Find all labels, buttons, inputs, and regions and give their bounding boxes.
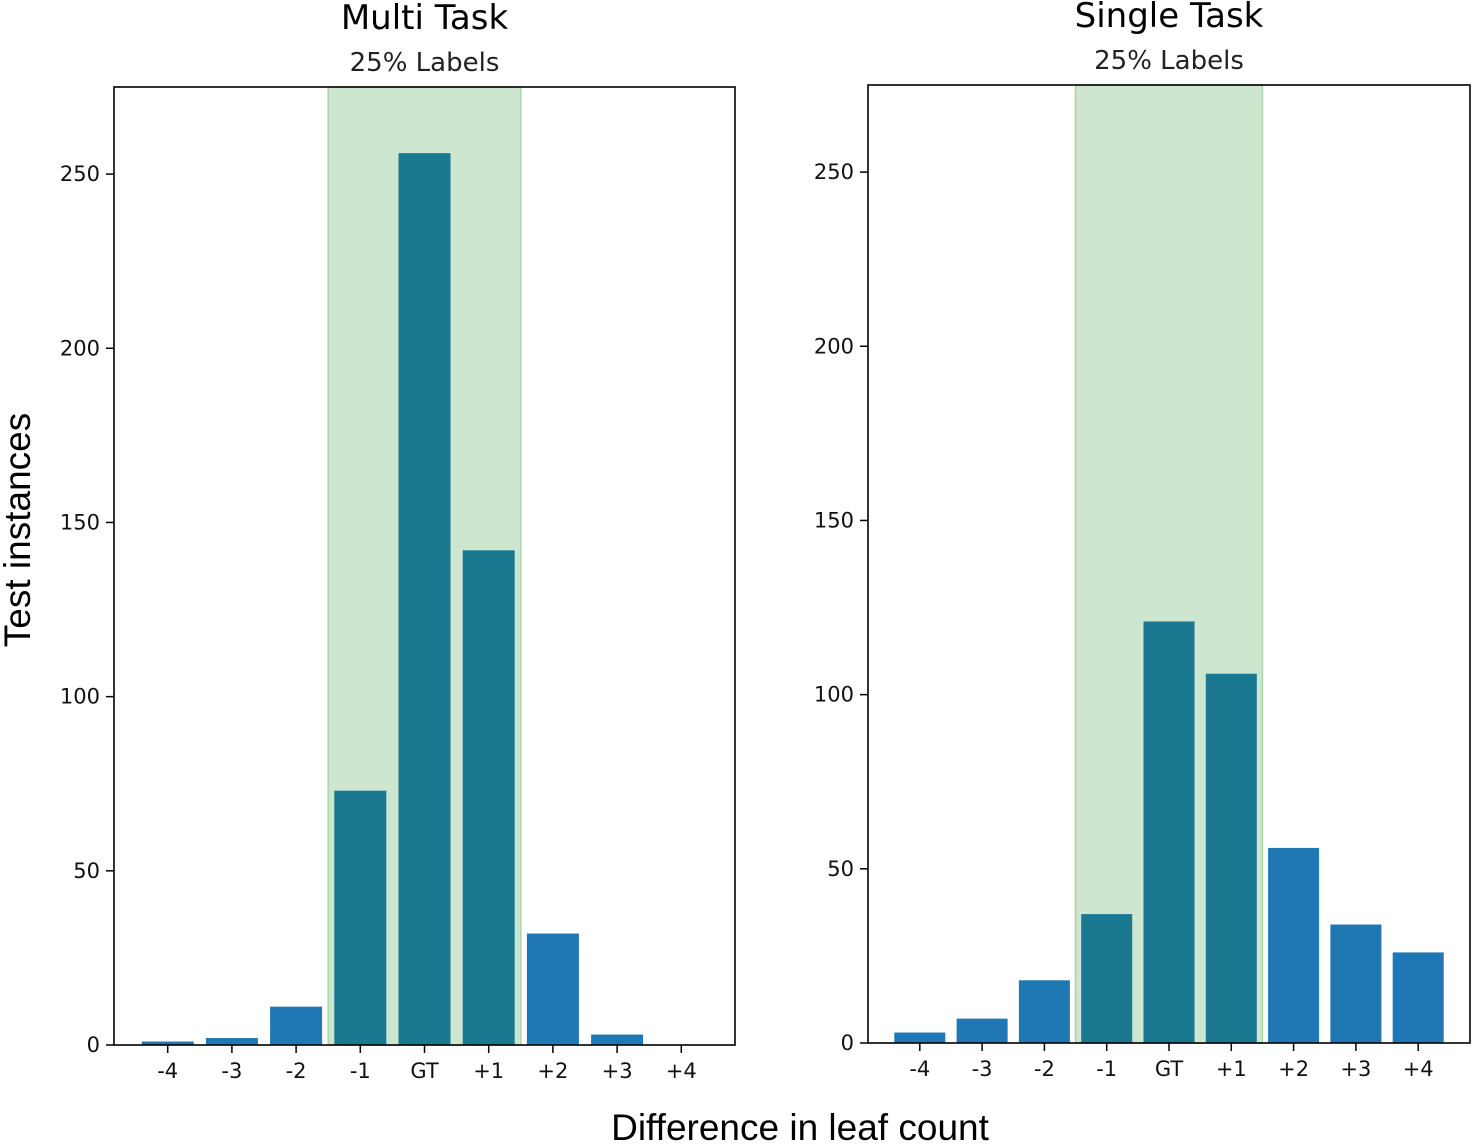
y-tick-label: 100 [60,685,100,709]
bar--4 [894,1032,946,1043]
y-tick-label: 150 [60,510,100,534]
y-tick-label: 0 [87,1033,100,1057]
x-tick-label: -3 [221,1059,242,1083]
x-tick-label: -2 [286,1059,307,1083]
bar-+3 [1330,924,1382,1043]
y-tick-label: 50 [827,857,854,881]
bar-+4 [1392,952,1444,1043]
y-tick-label: 150 [814,508,854,532]
bar--3 [956,1018,1008,1043]
x-tick-label: GT [410,1059,439,1083]
bar--2 [270,1006,323,1045]
y-tick-label: 50 [73,859,100,883]
y-tick-label: 250 [814,160,854,184]
x-tick-label: +4 [1403,1057,1434,1081]
x-tick-label: +2 [537,1059,568,1083]
x-tick-label: -1 [1096,1057,1117,1081]
x-tick-label: -1 [350,1059,371,1083]
chart-subtitle: 25% Labels [1094,46,1244,76]
bar-GT [398,153,451,1045]
chart-title: Multi Task [341,0,509,38]
chart-title: Single Task [1075,0,1264,36]
x-tick-label: -4 [909,1057,930,1081]
y-tick-label: 0 [841,1031,854,1055]
y-tick-label: 250 [60,162,100,186]
bar-+3 [591,1034,644,1045]
x-tick-label: +3 [602,1059,633,1083]
chart-panel-1: 0 50 100 150 200 250 -4 -3 -2 -1 GT +1 +2 +3 +4 Multi T… [60,0,736,1083]
bar--1 [334,790,387,1045]
x-axis-label: Difference in leaf count [611,1107,989,1145]
x-tick-label: +1 [1216,1057,1247,1081]
y-axis-label: Test instances [0,413,38,647]
x-tick-label: GT [1155,1057,1184,1081]
x-tick-label: -3 [972,1057,993,1081]
bar-+2 [1268,847,1320,1043]
bar-+2 [526,933,579,1045]
chart-panel-2: 0 50 100 150 200 250 -4 -3 -2 -1 GT +1 +2 +3 +4 Single … [814,0,1471,1081]
x-tick-label: +1 [473,1059,504,1083]
bar--2 [1018,980,1070,1043]
bar-GT [1143,621,1195,1043]
x-tick-label: +4 [666,1059,697,1083]
x-tick-label: +2 [1278,1057,1309,1081]
bar-+1 [1205,673,1257,1043]
chart-subtitle: 25% Labels [350,48,500,78]
x-tick-label: +3 [1340,1057,1371,1081]
x-tick-label: -2 [1034,1057,1055,1081]
bar--4 [141,1041,194,1045]
bar--3 [205,1038,258,1045]
x-tick-label: -4 [157,1059,178,1083]
y-tick-label: 200 [814,334,854,358]
bar--1 [1081,914,1133,1043]
y-tick-label: 100 [814,683,854,707]
bar-+1 [462,550,515,1045]
y-tick-label: 200 [60,336,100,360]
